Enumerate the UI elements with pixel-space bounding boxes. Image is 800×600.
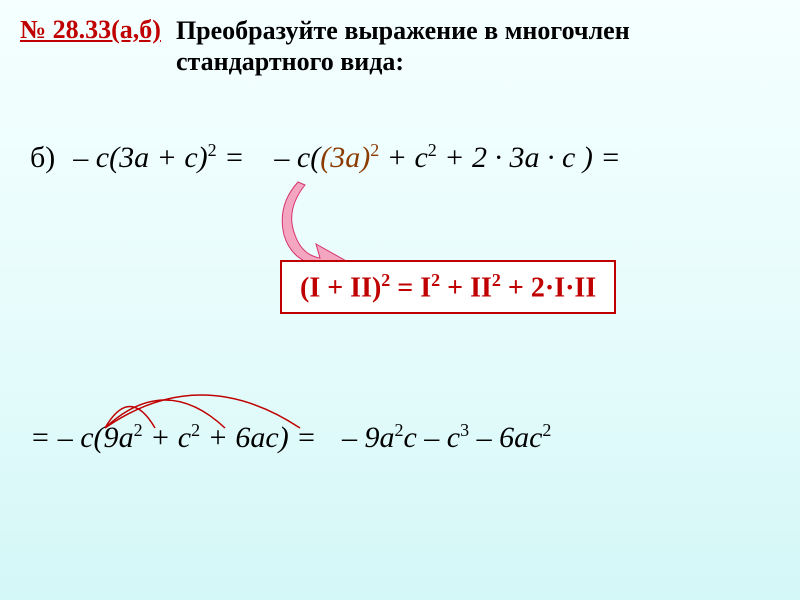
r1-lhs-prefix: – с(3: [73, 141, 134, 174]
r3-rhs-exp2: 3: [460, 420, 469, 440]
formula-p2: = I: [390, 272, 431, 303]
r3-rhs-p3: – 6: [469, 421, 514, 454]
r3-lhs-var1: а: [119, 421, 134, 454]
part-label: б): [30, 141, 55, 175]
header: № 28.33(а,б) Преобразуйте выражение в мн…: [0, 0, 800, 77]
formula-p1: (I + II): [300, 272, 381, 303]
r1-lhs-suffix: + с): [149, 141, 208, 174]
r3-lhs-var2: а: [250, 421, 265, 454]
task-line2: стандартного вида:: [176, 47, 404, 76]
r1-rhs-p1c: ): [360, 141, 370, 174]
r1-rhs-p1b: а: [345, 141, 360, 174]
r3-lhs-p4: с) =: [265, 421, 316, 454]
equation-row-3: = – с(9а2 + с2 + 6ас) = – 9а2с – с3 – 6а…: [30, 420, 551, 455]
r3-lhs-p2: + с: [143, 421, 192, 454]
task-text: Преобразуйте выражение в многочлен станд…: [176, 15, 630, 77]
r3-rhs-p2: с – с: [403, 421, 460, 454]
formula-exp3: 2: [492, 270, 501, 290]
r3-rhs-p4: с: [529, 421, 542, 454]
r1-rhs-p1exp: 2: [370, 140, 379, 160]
r3-lhs-exp2: 2: [191, 420, 200, 440]
curved-arrow: [280, 180, 360, 270]
formula-box: (I + II)2 = I2 + II2 + 2·I·II: [280, 260, 616, 314]
r3-rhs-var1: а: [379, 421, 394, 454]
r3-lhs-p3: + 6: [200, 421, 250, 454]
r3-lhs-p1: = – с(9: [30, 421, 119, 454]
formula-p4: + 2·I·II: [501, 272, 596, 303]
r3-rhs-exp3: 2: [542, 420, 551, 440]
r3-rhs-var2: а: [514, 421, 529, 454]
r1-rhs-exp2: 2: [428, 140, 437, 160]
r1-lhs-var: а: [134, 141, 149, 174]
r1-eq1: =: [217, 141, 245, 174]
r1-lhs-exp: 2: [208, 140, 217, 160]
r1-rhs-prefix: – с(: [274, 141, 320, 174]
r1-rhs-var2: а: [525, 141, 540, 174]
r3-rhs-p1: – 9: [342, 421, 380, 454]
r3-lhs-exp1: 2: [134, 420, 143, 440]
r1-rhs-mid2: + 2 · 3: [437, 141, 525, 174]
r1-rhs-mid3: · с: [540, 141, 583, 174]
equation-row-1: б) – с(3а + с)2 = – с((3а)2 + с2 + 2 · 3…: [30, 140, 621, 175]
problem-number: № 28.33(а,б): [20, 15, 161, 45]
r1-rhs-close: ) =: [583, 141, 621, 174]
r1-rhs-mid1: + с: [379, 141, 428, 174]
r1-rhs-p1a: (3: [320, 141, 345, 174]
formula-exp1: 2: [381, 270, 390, 290]
formula-exp2: 2: [431, 270, 440, 290]
formula-p3: + II: [440, 272, 492, 303]
task-line1: Преобразуйте выражение в многочлен: [176, 16, 630, 45]
